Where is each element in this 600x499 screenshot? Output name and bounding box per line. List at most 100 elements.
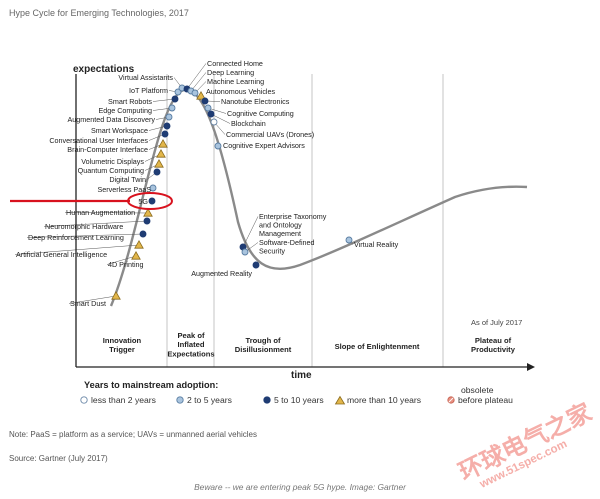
marker-brain-computer-interface <box>158 138 168 148</box>
marker-artificial-general-intelligence <box>134 239 144 249</box>
phase-label-plateau-of-productivity: Plateau of Productivity <box>471 336 516 354</box>
axes <box>75 74 535 371</box>
x-axis-arrowhead <box>527 363 535 371</box>
marker-human-augmentation <box>143 207 153 217</box>
label-digital-twin: Digital Twin <box>109 175 146 184</box>
legend-label-before-plateau: before plateau <box>458 395 513 405</box>
label-line: Security <box>259 246 285 255</box>
chart-title: Hype Cycle for Emerging Technologies, 20… <box>9 8 189 18</box>
phase-label-line: Inflated <box>177 340 204 349</box>
label-5g: 5G <box>138 197 148 206</box>
label-line: Management <box>259 229 301 238</box>
phase-label-line: Slope of Enlightenment <box>335 342 420 351</box>
phase-label-trough-of-disillusionment: Trough of Disillusionment <box>235 336 292 354</box>
marker-augmented-reality <box>252 261 260 269</box>
label-conversational-user-interfaces: Conversational User Interfaces <box>49 136 148 145</box>
marker-autonomous-vehicles <box>196 90 206 100</box>
leader-line <box>242 216 259 248</box>
legend: Years to mainstream adoption: less than … <box>80 380 513 405</box>
watermark: 环球电气之家 www.51spec.com <box>454 398 596 491</box>
marker-4d-printing <box>131 250 141 260</box>
phase-label-line: Innovation <box>103 336 142 345</box>
marker-blockchain <box>207 110 215 118</box>
label-deep-learning: Deep Learning <box>207 68 254 77</box>
marker-smart-robots <box>171 95 179 103</box>
legend-symbol-slash <box>448 397 454 403</box>
legend-symbol-less-than-2-years <box>80 396 88 404</box>
label-volumetric-displays: Volumetric Displays <box>81 157 144 166</box>
phase-label-peak-of-inflated-expectations: Peak of Inflated Expectations <box>167 331 214 358</box>
legend-label-top: obsolete <box>461 385 494 395</box>
note-text: Note: PaaS = platform as a service; UAVs… <box>9 430 257 439</box>
label-line: Enterprise Taxonomy <box>259 212 327 221</box>
label-nanotube-electronics: Nanotube Electronics <box>221 97 290 106</box>
label-brain-computer-interface: Brain-Computer Interface <box>67 145 148 154</box>
x-axis-label: time <box>291 370 312 381</box>
marker-commercial-uavs-drones <box>210 118 218 126</box>
legend-symbol-5-to-10-years <box>263 396 271 404</box>
label-connected-home: Connected Home <box>207 59 263 68</box>
label-smart-robots: Smart Robots <box>108 97 152 106</box>
watermark-title: 环球电气之家 <box>454 398 596 486</box>
phase-label-line: Trough of <box>245 336 280 345</box>
label-line: and Ontology <box>259 220 302 229</box>
tech-markers <box>111 84 353 300</box>
marker-cognitive-computing <box>204 104 212 112</box>
label-line: Software-Defined <box>259 238 315 247</box>
y-axis-label: expectations <box>73 64 135 75</box>
source-text: Source: Gartner (July 2017) <box>9 454 108 463</box>
marker-conversational-user-interfaces <box>161 130 169 138</box>
label-software-defined-security: Software-Defined Security <box>259 238 315 255</box>
label-machine-learning: Machine Learning <box>207 77 264 86</box>
leader-line <box>43 220 148 227</box>
legend-label-less-than-2-years: less than 2 years <box>91 395 156 405</box>
leader-line <box>210 113 231 124</box>
leader-line <box>68 295 117 304</box>
label-commercial-uavs-drones: Commercial UAVs (Drones) <box>226 130 314 139</box>
label-blockchain: Blockchain <box>231 119 266 128</box>
label-augmented-reality: Augmented Reality <box>191 269 252 278</box>
marker-iot-platform <box>174 88 182 96</box>
phase-labels: Innovation Trigger Peak of Inflated Expectat… <box>103 331 516 358</box>
label-cognitive-expert-advisors: Cognitive Expert Advisors <box>223 141 305 150</box>
marker-volumetric-displays <box>156 148 166 158</box>
label-deep-reinforcement-learning: Deep Reinforcement Learning <box>28 233 124 242</box>
leader-lines <box>14 63 354 304</box>
marker-deep-reinforcement-learning <box>139 230 147 238</box>
label-iot-platform: IoT Platform <box>129 86 168 95</box>
marker-digital-twin <box>153 168 161 176</box>
phase-label-line: Peak of <box>177 331 204 340</box>
phase-label-line: Trigger <box>109 345 135 354</box>
label-serverless-paas: Serverless PaaS <box>97 185 151 194</box>
leader-line <box>14 244 140 255</box>
leader-line <box>190 72 207 92</box>
marker-smart-dust <box>111 290 121 300</box>
label-artificial-general-intelligence: Artificial General Intelligence <box>16 250 107 259</box>
highlight-ellipse <box>127 192 173 210</box>
marker-serverless-paas <box>149 184 157 192</box>
label-quantum-computing: Quantum Computing <box>78 166 144 175</box>
phase-label-line: Productivity <box>471 345 516 354</box>
label-enterprise-taxonomy-and-ontology-management: Enterprise Taxonomy and Ontology Managemen… <box>259 212 327 238</box>
marker-software-defined-security <box>241 248 249 256</box>
phase-label-innovation-trigger: Innovation Trigger <box>103 336 142 354</box>
phase-label-line: Disillusionment <box>235 345 292 354</box>
marker-quantum-computing <box>154 158 164 168</box>
marker-nanotube-electronics <box>201 97 209 105</box>
marker-machine-learning <box>191 89 199 97</box>
legend-title: Years to mainstream adoption: <box>84 380 218 390</box>
phase-label-line: Plateau of <box>475 336 512 345</box>
caption-text: Beware -- we are entering peak 5G hype. … <box>194 482 407 492</box>
marker-cognitive-expert-advisors <box>214 142 222 150</box>
hype-curve <box>109 88 528 307</box>
legend-label-more-than-10-years: more than 10 years <box>347 395 421 405</box>
as-of-label: As of July 2017 <box>471 318 522 327</box>
phase-label-slope-of-enlightenment: Slope of Enlightenment <box>335 342 420 351</box>
legend-symbol-more-than-10-years <box>334 395 346 405</box>
legend-symbol-2-to-5-years <box>176 396 184 404</box>
label-edge-computing: Edge Computing <box>98 106 152 115</box>
leader-line <box>152 98 176 102</box>
marker-edge-computing <box>168 104 176 112</box>
legend-label-5-to-10-years: 5 to 10 years <box>274 395 324 405</box>
leader-line <box>26 233 144 238</box>
